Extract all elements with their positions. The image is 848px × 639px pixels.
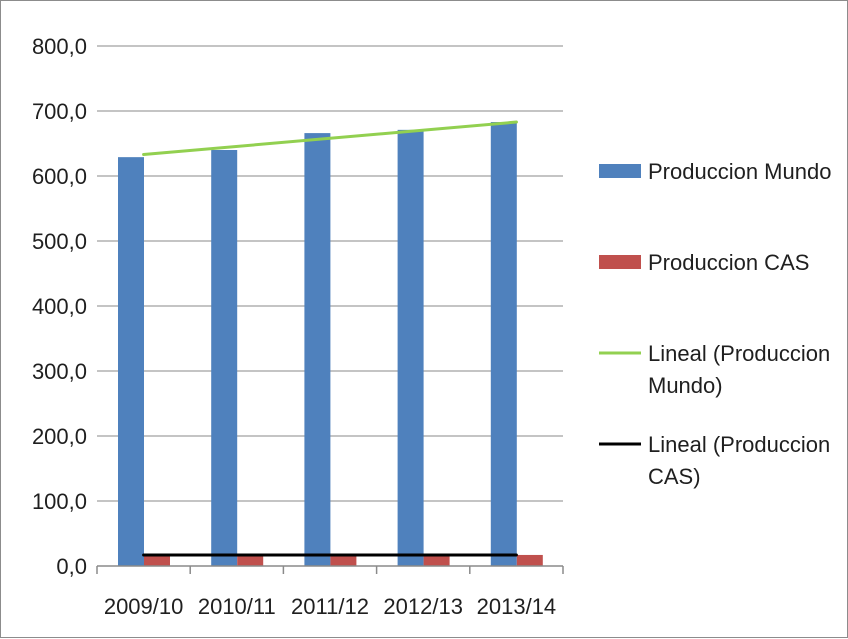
bar-produccion-cas — [423, 554, 450, 566]
bar-produccion-mundo — [211, 150, 238, 566]
legend-label: Lineal (Produccion — [648, 432, 830, 457]
x-axis-tick-labels: 2009/10 2010/11 2011/12 2012/13 2013/14 — [96, 566, 564, 619]
y-tick-label: 700,0 — [32, 99, 87, 124]
legend-label: Mundo) — [648, 373, 723, 398]
y-tick-label: 100,0 — [32, 489, 87, 514]
legend-item-lineal-cas: Lineal (Produccion CAS) — [599, 432, 830, 489]
bar-produccion-mundo — [397, 129, 424, 566]
trendline-produccion-mundo — [142, 120, 518, 157]
bar-produccion-cas — [144, 554, 170, 566]
trendlines — [142, 120, 518, 557]
legend-swatch — [599, 164, 641, 178]
legend-item-produccion-cas: Produccion CAS — [599, 250, 809, 275]
legend: Produccion Mundo Produccion CAS Lineal (Pr… — [599, 159, 831, 489]
legend-item-produccion-mundo: Produccion Mundo — [599, 159, 831, 184]
y-tick-label: 400,0 — [32, 294, 87, 319]
y-tick-label: 0,0 — [56, 554, 87, 579]
y-axis-tick-labels: 0,0 100,0 200,0 300,0 400,0 500,0 600,0 700,0 80… — [32, 34, 87, 579]
y-tick-label: 200,0 — [32, 424, 87, 449]
bar-produccion-mundo — [118, 157, 144, 566]
bars — [118, 122, 543, 567]
legend-item-lineal-mundo: Lineal (Produccion Mundo) — [599, 341, 830, 398]
bar-produccion-cas — [330, 554, 357, 566]
legend-label: Produccion CAS — [648, 250, 809, 275]
legend-swatch — [599, 255, 641, 269]
y-tick-label: 500,0 — [32, 229, 87, 254]
y-tick-label: 300,0 — [32, 359, 87, 384]
x-tick-label: 2012/13 — [383, 594, 463, 619]
x-tick-label: 2009/10 — [104, 594, 184, 619]
legend-label: Lineal (Produccion — [648, 341, 830, 366]
bar-produccion-mundo — [304, 133, 331, 566]
bar-produccion-cas — [237, 554, 264, 566]
y-tick-label: 800,0 — [32, 34, 87, 59]
x-tick-label: 2013/14 — [477, 594, 557, 619]
x-tick-label: 2011/12 — [291, 594, 369, 619]
x-tick-label: 2010/11 — [198, 594, 276, 619]
bar-produccion-mundo — [490, 122, 517, 567]
legend-label: Produccion Mundo — [648, 159, 831, 184]
legend-label: CAS) — [648, 464, 701, 489]
bar-produccion-cas — [516, 554, 543, 566]
y-tick-label: 600,0 — [32, 164, 87, 189]
